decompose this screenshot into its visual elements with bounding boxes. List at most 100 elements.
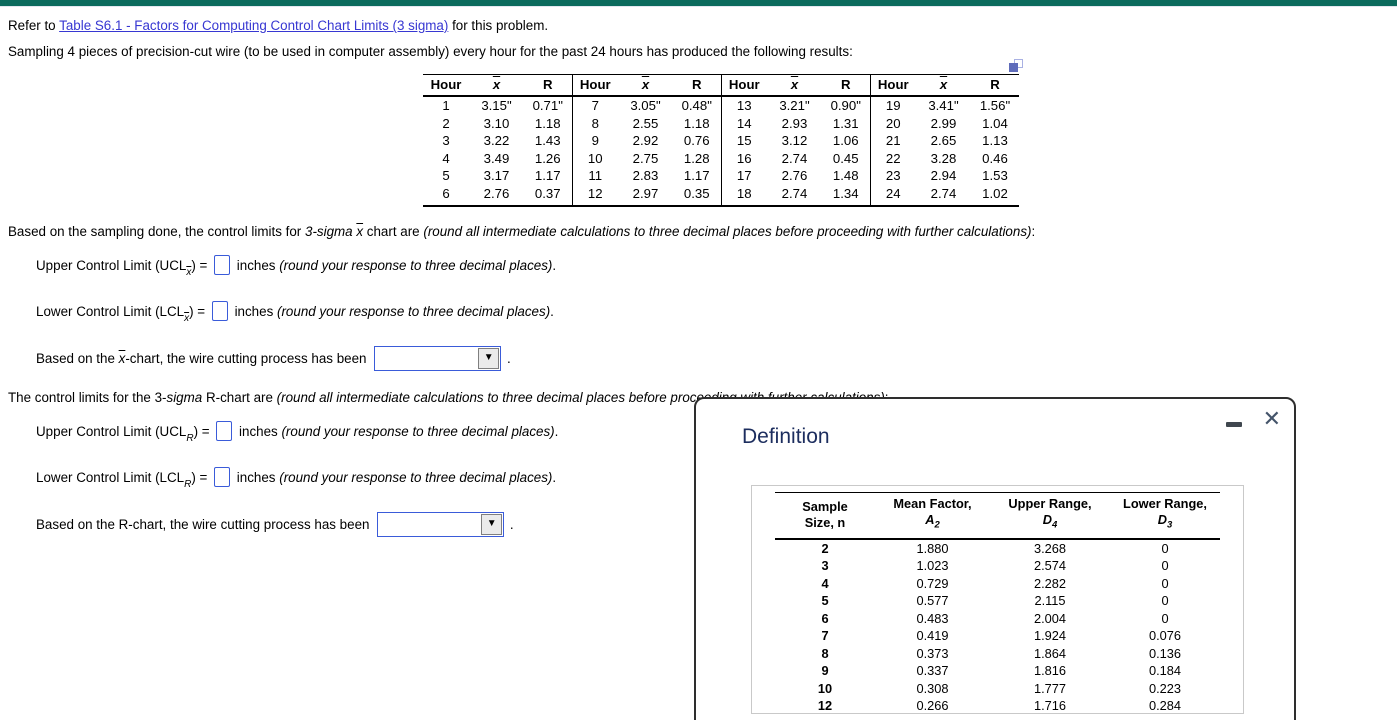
sample-cell: 3.28 [930,150,957,166]
sample-cell: 1.17 [683,168,710,184]
sample-cell: 3.49 [483,150,510,166]
refer-suffix: for this problem. [448,18,549,33]
lcl-xbar-label: Lower Control Limit (LCL [36,303,185,319]
xbar-question-text: Based on the sampling done, the control … [8,224,1397,239]
factor-cell: 6 [821,610,829,626]
ucl-xbar-period: . [552,257,557,273]
sample-cell: 11 [571,167,618,185]
sample-cell: 3.22 [483,133,510,149]
factor-cell: 0 [1161,593,1169,609]
sample-cell: 1.48 [832,168,859,184]
sample-cell: 2.97 [618,184,673,207]
lcl-xbar-round-note: (round your response to three decimal pl… [277,303,551,319]
sample-cell: 3.10 [483,115,510,131]
rchart-q-mid: R-chart are [202,389,277,405]
lcl-r-input[interactable] [214,467,231,488]
factor-cell: 0.577 [916,593,949,609]
rchart-conclusion-select[interactable]: ▼ [377,511,505,537]
sample-col-header: x [767,74,822,97]
ucl-r-period: . [554,423,559,439]
factor-cell: 1.880 [916,540,949,556]
table-s61-link[interactable]: Table S6.1 - Factors for Computing Contr… [59,18,449,33]
ucl-r-round-note: (round your response to three decimal pl… [281,423,555,439]
sample-cell: 18 [720,184,767,207]
sampling-text: Sampling 4 pieces of precision-cut wire … [8,44,853,59]
factor-col-header: Mean Factor, A2 [875,491,990,540]
ucl-r-input[interactable] [216,421,233,442]
lcl-r-period: . [552,469,557,485]
lcl-r-units: inches [233,469,280,485]
sample-cell: 0.37 [524,184,572,207]
ucl-r-units: inches [235,423,282,439]
factor-cell: 2 [821,540,829,556]
sample-cell: 2.74 [781,150,808,166]
sample-cell: 19 [869,96,916,115]
sample-cell: 2.55 [632,115,659,131]
sample-cell: 3.41" [928,98,959,113]
xbar-q-lead: Based on the sampling done, the control … [8,223,305,239]
sample-col-header: x [469,74,524,97]
definition-popup: Definition ✕ Sample Size, n Mean Factor, A2… [694,397,1296,720]
sample-col-header: R [822,74,870,97]
lcl-xbar-subscript: x [184,312,190,324]
rchart-q-sigma: sigma [166,389,203,405]
sample-cell: 15 [720,132,767,150]
sample-cell: 1.18 [683,115,710,131]
sample-cell: 6 [423,184,469,207]
sample-cell: 0.46 [982,150,1008,166]
factor-cell: 0 [1161,575,1169,591]
sample-cell: 3.21" [779,98,810,113]
sample-cell: 1.31 [832,115,859,131]
ucl-xbar-units: inches [233,257,280,273]
sample-col-header: R [673,74,721,97]
ucl-r-subscript: R [186,432,194,444]
rchart-conclusion-line: Based on the R-chart, the wire cutting p… [36,511,1397,539]
factor-cell: 0.373 [916,645,949,661]
sample-cell: 0.48" [681,98,712,113]
factor-cell: 0.729 [916,575,949,591]
factor-col-header: Lower Range, D3 [1110,491,1220,540]
minimize-icon[interactable] [1226,422,1242,427]
factor-cell: 0.284 [1110,697,1220,713]
lcl-xbar-input[interactable] [211,301,228,322]
sample-col-header: R [524,74,572,97]
sample-cell: 1.06 [832,133,859,149]
sample-cell: 0.71" [532,98,563,113]
factor-cell: 1.924 [1033,628,1067,644]
xbar-conclusion-select[interactable]: ▼ [374,345,502,371]
factor-col-header: Sample Size, n [775,491,875,540]
sample-cell: 3.05" [630,98,661,113]
ucl-xbar-input[interactable] [214,255,231,276]
close-icon[interactable]: ✕ [1262,406,1281,431]
factor-cell: 1.023 [916,558,949,574]
sample-cell: 1.02 [971,184,1019,207]
lcl-r-subscript: R [184,478,192,490]
sample-col-header: Hour [571,74,618,97]
sample-cell: 1.53 [982,168,1008,184]
factor-cell: 0.136 [1148,645,1182,661]
factor-cell: 3.268 [1033,540,1067,556]
ucl-r-label: Upper Control Limit (UCL [36,423,187,439]
xbar-q-paren: (round all intermediate calculations to … [423,223,1032,239]
sample-cell: 2.65 [930,133,957,149]
xbar-conclusion-rest: -chart, the wire cutting process has bee… [125,350,371,366]
sample-col-header: Hour [869,74,916,97]
factor-table: Sample Size, n Mean Factor, A2 Upper Range, D… [775,491,1220,713]
factor-cell: 7 [821,628,829,644]
popout-front-square [1009,63,1018,72]
sample-cell: 2.74 [916,184,971,207]
popout-window-icon[interactable] [1009,59,1023,72]
xbar-conclusion-symbol: x [118,350,126,366]
rchart-conclusion-lead: Based on the R-chart, the wire cutting p… [36,516,374,532]
lcl-xbar-line: Lower Control Limit (LCLx) = inches (rou… [36,300,1397,331]
sample-cell: 3 [442,133,450,149]
sample-col-header: Hour [423,74,469,97]
factor-cell: 0.223 [1148,680,1182,696]
factor-cell: 2.282 [1033,575,1067,591]
sample-cell: 4 [442,150,450,166]
xbar-q-sigma: 3-sigma [305,223,357,239]
sample-cell: 1.17 [534,168,561,184]
sample-cell: 2.83 [632,168,659,184]
factor-col-header: Upper Range, D4 [990,491,1110,540]
ucl-r-equals: ) = [193,423,214,439]
